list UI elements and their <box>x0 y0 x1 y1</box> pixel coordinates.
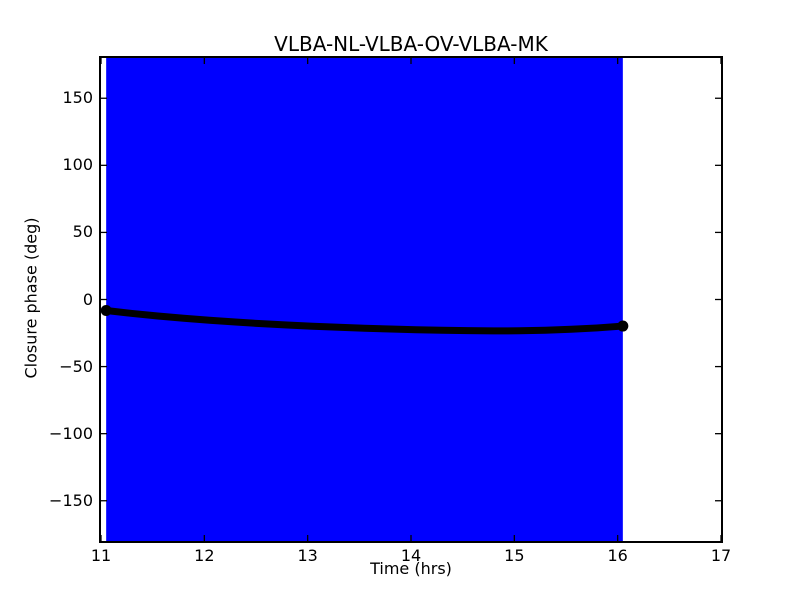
x-tick-label: 17 <box>710 546 732 565</box>
y-axis-label: Closure phase (deg) <box>21 217 41 379</box>
x-tick-label: 14 <box>400 546 422 565</box>
x-tick-label: 16 <box>607 546 628 565</box>
x-tick-label: 12 <box>194 546 215 565</box>
y-tick-label: −50 <box>59 356 93 376</box>
y-tick-label: −100 <box>49 423 93 443</box>
x-tick-label: 15 <box>504 546 525 565</box>
plot-area <box>99 56 723 543</box>
x-tick-label: 11 <box>90 546 112 565</box>
y-tick-label: 50 <box>72 222 93 242</box>
error-band <box>106 58 623 541</box>
y-tick-label: 100 <box>62 155 93 175</box>
plot-canvas <box>101 58 721 541</box>
closure-phase-line <box>102 307 627 335</box>
y-tick-label: 0 <box>82 289 93 309</box>
data-point-marker <box>617 320 629 332</box>
x-tick-label: 13 <box>297 546 318 565</box>
data-point-marker <box>101 305 112 316</box>
y-tick-label: 150 <box>62 88 93 108</box>
x-axis-label: Time (hrs) <box>370 559 452 578</box>
y-tick-label: −150 <box>49 490 93 510</box>
chart-title: VLBA-NL-VLBA-OV-VLBA-MK <box>274 32 548 56</box>
